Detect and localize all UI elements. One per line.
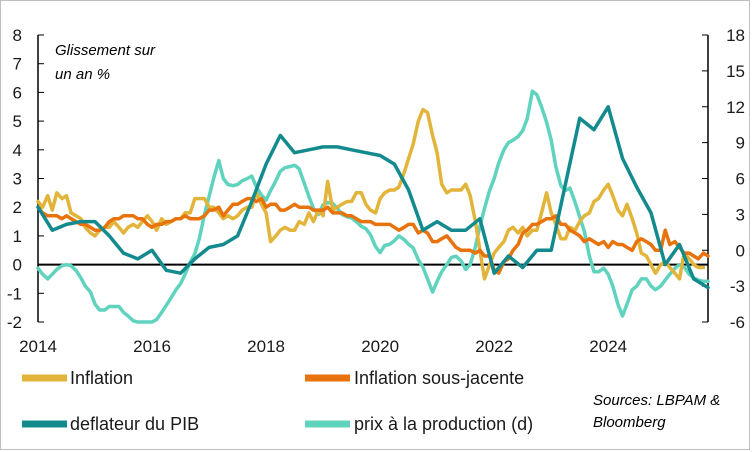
legend-label-prix-production: prix à la production (d) [354,414,533,434]
legend-label-inflation-sous-jacente: Inflation sous-jacente [354,368,524,388]
x-tick-label: 2016 [133,337,171,356]
source-line-1: Sources: LBPAM & [593,392,720,409]
series-line-inflation-sous-jacente [36,196,710,275]
right-tick-label: -6 [730,313,745,332]
right-tick-label: -3 [730,277,745,296]
right-tick-label: 0 [736,241,745,260]
left-tick-label: 7 [13,55,22,74]
right-tick-label: 3 [736,205,745,224]
right-axis-ticks: -6 -3 0 3 6 9 12 15 18 [702,26,745,332]
right-tick-label: 15 [726,62,745,81]
right-tick-label: 12 [726,98,745,117]
x-tick-label: 2014 [19,337,57,356]
series-lines [36,89,710,324]
x-axis-ticks: 2014 2016 2018 2020 2022 2024 [19,337,627,356]
left-tick-label: -2 [7,313,22,332]
left-tick-label: 8 [13,26,22,45]
left-tick-label: 3 [13,170,22,189]
left-tick-label: 4 [13,141,22,160]
annotation-line-2: un an % [55,66,110,83]
x-tick-label: 2022 [475,337,513,356]
series-line-inflation [36,107,706,281]
series-line-deflateur-du-pib [36,105,710,290]
left-tick-label: -1 [7,284,22,303]
left-tick-label: 1 [13,227,22,246]
left-tick-label: 2 [13,198,22,217]
left-tick-label: 0 [13,256,22,275]
series-line-prix-la-production-d [36,89,710,324]
right-tick-label: 6 [736,170,745,189]
right-tick-label: 18 [726,26,745,45]
legend: Inflation Inflation sous-jacente deflate… [22,368,533,434]
x-tick-label: 2024 [589,337,627,356]
left-tick-label: 5 [13,112,22,131]
legend-label-inflation: Inflation [70,368,133,388]
legend-label-deflateur: deflateur du PIB [70,414,199,434]
x-tick-label: 2018 [247,337,285,356]
x-tick-label: 2020 [361,337,399,356]
right-tick-label: 9 [736,134,745,153]
annotation-line-1: Glissement sur [55,42,156,59]
source-line-2: Bloomberg [593,414,666,431]
left-tick-label: 6 [13,83,22,102]
